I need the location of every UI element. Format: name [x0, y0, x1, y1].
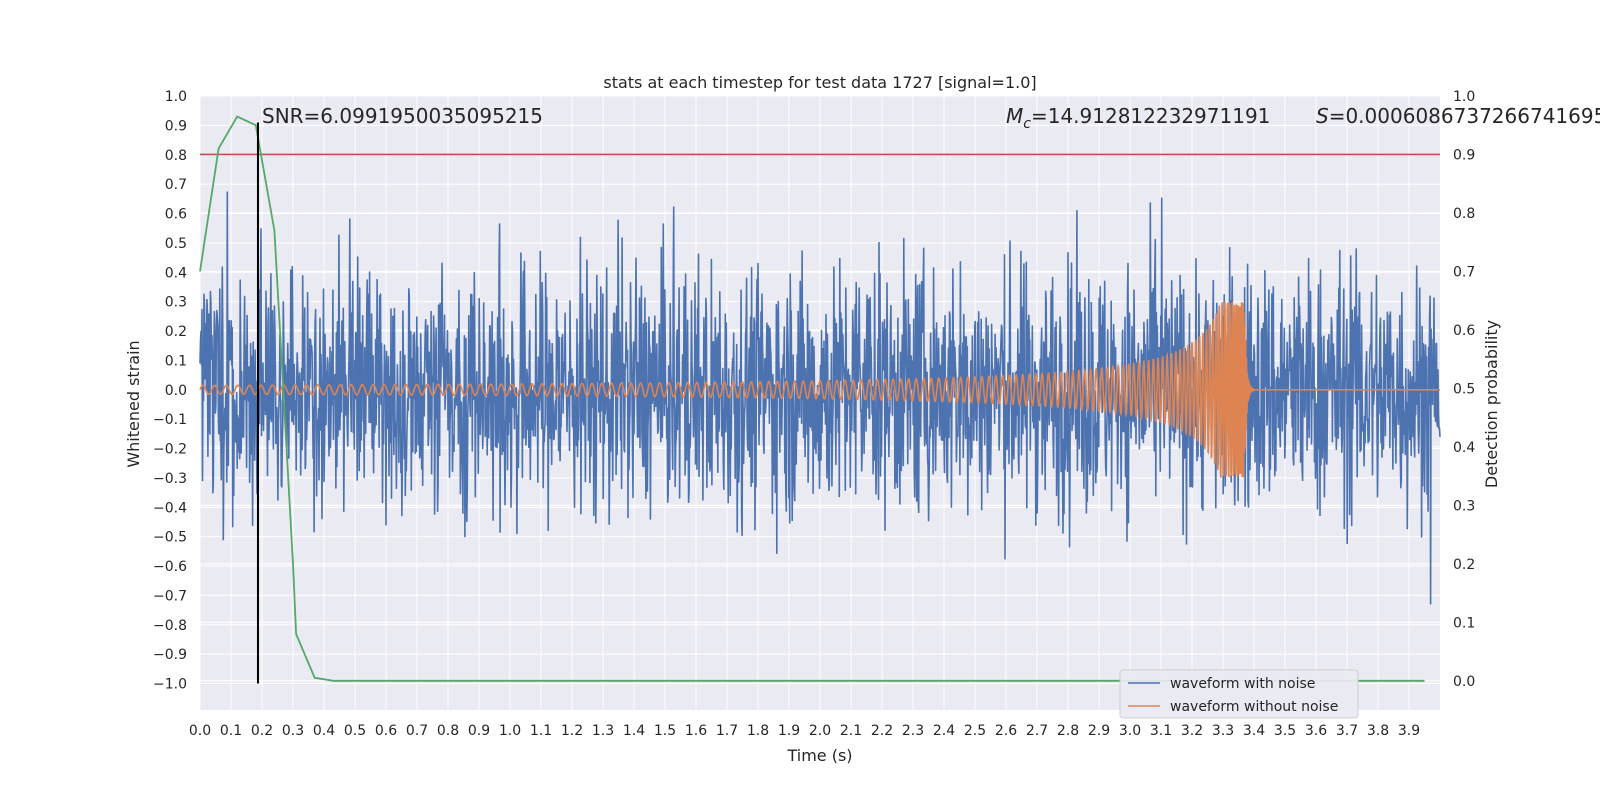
chirp-mass-value: =14.912812232971191 [1031, 104, 1270, 128]
x-tick-label: 2.8 [1057, 723, 1079, 739]
y-tick-label: 0.1 [165, 353, 187, 369]
x-tick-label: 1.5 [654, 723, 676, 739]
y-tick-label: 0.2 [165, 324, 187, 340]
x-tick-label: 0.0 [189, 723, 211, 739]
y-axis-label: Whitened strain [124, 340, 143, 467]
x-tick-label: 3.3 [1212, 723, 1234, 739]
legend-label-noise: waveform with noise [1170, 676, 1315, 692]
x-tick-label: 1.7 [716, 723, 738, 739]
x-tick-label: 1.2 [561, 723, 583, 739]
x-tick-label: 3.8 [1367, 723, 1389, 739]
x-tick-label: 2.0 [809, 723, 831, 739]
x-tick-label: 1.6 [685, 723, 707, 739]
x-tick-label: 2.6 [995, 723, 1017, 739]
x-tick-label: 2.1 [840, 723, 862, 739]
y-tick-label: 0.9 [165, 118, 187, 134]
y2-tick-label: 0.7 [1453, 264, 1475, 280]
x-tick-label: 1.3 [592, 723, 614, 739]
x-tick-label: 2.7 [1026, 723, 1048, 739]
x-tick-label: 2.5 [964, 723, 986, 739]
legend: waveform with noise waveform without noi… [1119, 669, 1359, 719]
legend-box [1119, 669, 1359, 719]
x-tick-label: 0.1 [220, 723, 242, 739]
y2-tick-label: 0.2 [1453, 557, 1475, 573]
y2-tick-label: 0.3 [1453, 498, 1475, 514]
x-tick-label: 0.6 [375, 723, 397, 739]
marks [199, 115, 1440, 684]
x-tick-label: 1.0 [499, 723, 521, 739]
y-tick-label: 1.0 [165, 89, 187, 105]
y2-tick-label: 0.8 [1453, 206, 1475, 222]
x-tick-label: 3.2 [1181, 723, 1203, 739]
x-tick-label: 2.9 [1088, 723, 1110, 739]
x-tick-label: 3.7 [1336, 723, 1358, 739]
x-tick-label: 0.5 [344, 723, 366, 739]
y-tick-label: 0.0 [165, 383, 187, 399]
y2-tick-label: 0.6 [1453, 323, 1475, 339]
y2-tick-label: 0.4 [1453, 440, 1475, 456]
y-tick-label: −0.3 [153, 471, 187, 487]
x-axis-label: Time (s) [786, 746, 852, 765]
chirp-mass-annotation: Mc=14.912812232971191 [1006, 104, 1270, 132]
x-tick-label: 3.5 [1274, 723, 1296, 739]
s-symbol: S [1316, 104, 1329, 128]
chirp-mass-subscript: c [1023, 116, 1031, 132]
x-tick-label: 0.7 [406, 723, 428, 739]
y-tick-label: −0.8 [153, 618, 187, 634]
y-tick-label: −1.0 [153, 677, 187, 693]
x-tick-label: 1.4 [623, 723, 645, 739]
s-value: =0.0006086737266741695 [1329, 104, 1600, 128]
y-tick-label: 0.3 [165, 295, 187, 311]
x-tick-label: 0.3 [282, 723, 304, 739]
chart-title: stats at each timestep for test data 172… [603, 73, 1036, 92]
ticks: 0.0 0.1 0.2 0.3 0.4 0.5 0.6 0.7 0.8 0.9 1.0 1.1 1.2 1… [153, 89, 1475, 739]
y-tick-label: −0.2 [153, 442, 187, 458]
y-tick-label: −0.7 [153, 588, 187, 604]
x-tick-label: 0.2 [251, 723, 273, 739]
x-tick-label: 0.9 [468, 723, 490, 739]
x-tick-label: 1.8 [747, 723, 769, 739]
x-tick-label: 1.9 [778, 723, 800, 739]
x-tick-label: 2.4 [933, 723, 955, 739]
y2-tick-label: 0.1 [1453, 615, 1475, 631]
y-tick-label: 0.7 [165, 177, 187, 193]
x-tick-label: 3.4 [1243, 723, 1265, 739]
legend-label-clean: waveform without noise [1170, 699, 1338, 715]
snr-annotation: SNR=6.0991950035095215 [262, 104, 543, 128]
x-tick-label: 2.2 [871, 723, 893, 739]
x-tick-label: 0.4 [313, 723, 335, 739]
y-tick-label: −0.5 [153, 530, 187, 546]
series-waveform-without-noise [199, 301, 1440, 478]
x-tick-label: 3.6 [1305, 723, 1327, 739]
y-tick-label: 0.5 [165, 236, 187, 252]
x-tick-label: 0.8 [437, 723, 459, 739]
y-tick-label: −0.1 [153, 412, 187, 428]
y2-tick-label: 0.0 [1453, 674, 1475, 690]
y2-axis-label: Detection probability [1482, 320, 1501, 488]
x-tick-label: 1.1 [530, 723, 552, 739]
chirp-mass-symbol: M [1006, 104, 1023, 128]
x-tick-label: 3.0 [1119, 723, 1141, 739]
y-tick-label: 0.8 [165, 148, 187, 164]
y-tick-label: 0.6 [165, 207, 187, 223]
y-tick-label: −0.6 [153, 559, 187, 575]
y2-tick-label: 0.5 [1453, 381, 1475, 397]
x-tick-label: 3.1 [1150, 723, 1172, 739]
y2-tick-label: 1.0 [1453, 89, 1475, 105]
s-annotation: S=0.0006086737266741695 [1316, 104, 1600, 128]
y2-tick-label: 0.9 [1453, 147, 1475, 163]
y-tick-label: 0.4 [165, 265, 187, 281]
series-detection-probability [199, 115, 1425, 682]
x-tick-label: 3.9 [1398, 723, 1420, 739]
y-tick-label: −0.4 [153, 500, 187, 516]
y-tick-label: −0.9 [153, 647, 187, 663]
x-tick-label: 2.3 [902, 723, 924, 739]
